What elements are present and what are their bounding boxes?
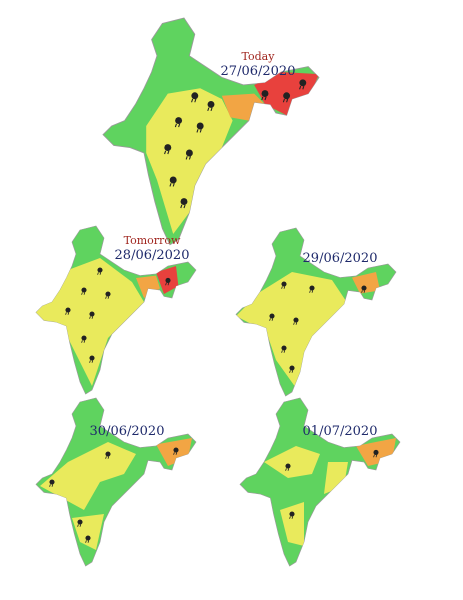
map-tomorrow [35, 225, 197, 395]
date: 01/07/2020 [303, 424, 378, 439]
day-label: Today [242, 50, 276, 63]
day-label: Tomorrow [124, 234, 181, 247]
date: 28/06/2020 [115, 248, 190, 263]
date: 27/06/2020 [221, 64, 296, 79]
date: 29/06/2020 [303, 251, 378, 266]
map-day-3 [235, 227, 397, 397]
date: 30/06/2020 [90, 424, 165, 439]
map-today [102, 17, 320, 246]
map-day-4 [35, 397, 197, 567]
